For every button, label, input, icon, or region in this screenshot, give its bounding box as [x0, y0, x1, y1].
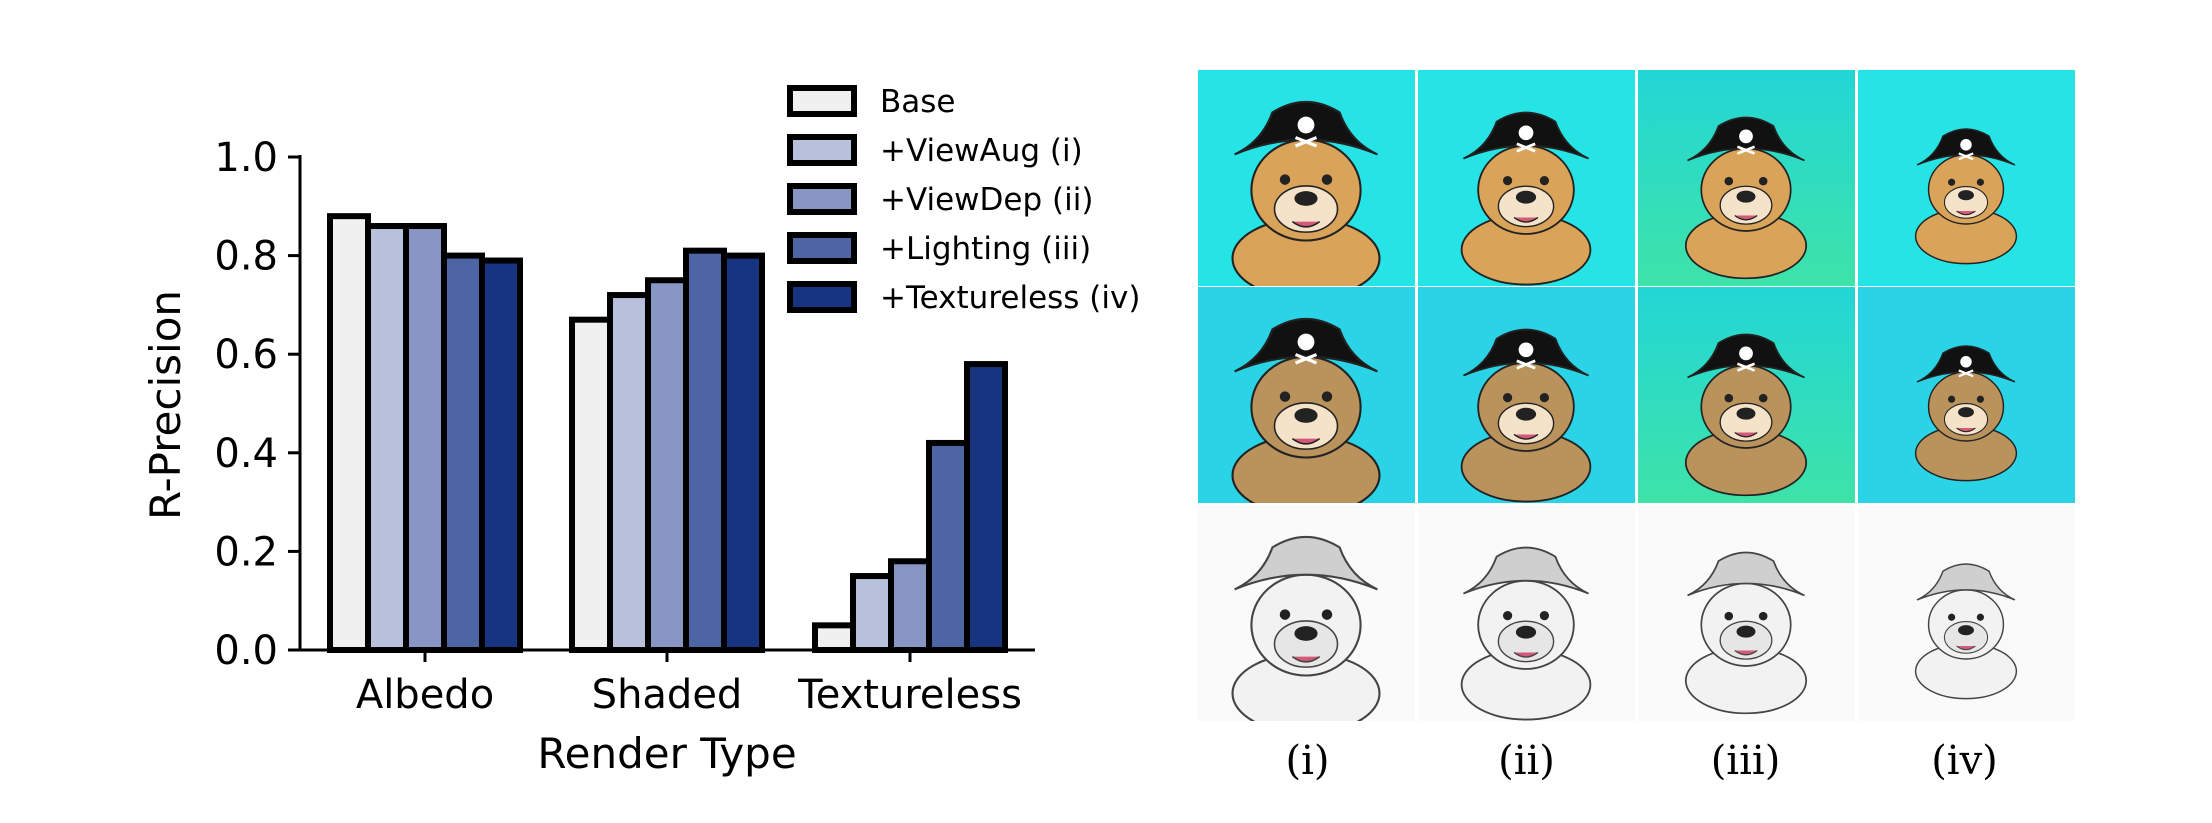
bulldog-pirate-render-icon [1914, 128, 2018, 265]
col-label-ii: (ii) [1498, 738, 1555, 784]
legend-label-2: +ViewDep (ii) [880, 182, 1093, 218]
textureless-render-icon [1231, 535, 1381, 721]
textureless-render-icon [1684, 551, 1808, 715]
bar-albedo-series-0 [327, 213, 371, 653]
render-cell-r2-c2 [1638, 505, 1855, 721]
render-cell-r1-c2 [1638, 287, 1855, 503]
bulldog-pirate-render-icon [1684, 333, 1808, 497]
legend-swatch-0 [787, 85, 857, 117]
col-label-iii: (iii) [1710, 738, 1781, 784]
y-tick-label: 0.8 [214, 234, 278, 280]
render-cell-r2-c1 [1418, 505, 1635, 721]
render-cell-r0-c0 [1198, 70, 1415, 286]
axes-group: 0.0 0.2 0.4 0.6 0.8 1.0 Albedo Shaded Textureles… [214, 135, 1035, 718]
y-tick-label: 0.2 [214, 529, 278, 575]
bar-shaded-series-4 [721, 252, 765, 653]
y-tick-label: 1.0 [214, 135, 278, 181]
bar-albedo-series-4 [479, 257, 523, 653]
bar-textureless-series-0 [812, 622, 856, 653]
bulldog-pirate-render-icon [1914, 345, 2018, 482]
x-tick-label-albedo: Albedo [356, 672, 494, 718]
y-tick-label: 0.0 [214, 628, 278, 674]
render-cell-r1-c3 [1858, 287, 2075, 503]
col-label-i: (i) [1285, 738, 1330, 784]
bar-textureless-series-1 [850, 573, 894, 653]
bar-shaded-series-2 [645, 277, 689, 653]
bar-textureless-series-3 [926, 439, 970, 653]
bulldog-pirate-render-icon [1684, 116, 1808, 280]
x-axis-title: Render Type [537, 729, 796, 778]
bar-albedo-series-3 [441, 252, 485, 653]
x-tick-label-textureless: Textureless [797, 672, 1022, 718]
render-cell-r0-c1 [1418, 70, 1635, 286]
bar-shaded-series-1 [607, 292, 651, 653]
bulldog-pirate-render-icon [1231, 317, 1381, 503]
legend-label-3: +Lighting (iii) [880, 231, 1091, 267]
x-tick-label-shaded: Shaded [592, 672, 743, 718]
legend-swatch-4 [787, 281, 857, 313]
legend-swatch-3 [787, 232, 857, 264]
legend-label-1: +ViewAug (i) [880, 133, 1083, 169]
legend: Base +ViewAug (i) +ViewDep (ii) +Lighting (… [787, 84, 1140, 316]
legend-label-0: Base [880, 84, 956, 120]
bar-textureless-series-2 [888, 558, 932, 654]
bar-chart: 0.0 0.2 0.4 0.6 0.8 1.0 Albedo Shaded Textureles… [141, 84, 1140, 778]
legend-label-4: +Textureless (iv) [880, 280, 1140, 316]
render-comparison-panel: (i) (ii) (iii) (iv) [1198, 70, 2075, 823]
render-cell-r0-c2 [1638, 70, 1855, 286]
render-cell-r1-c0 [1198, 287, 1415, 503]
bar-albedo-series-2 [403, 223, 447, 654]
legend-swatch-1 [787, 134, 857, 166]
render-cell-r1-c1 [1418, 287, 1635, 503]
bar-shaded-series-3 [683, 247, 727, 653]
render-cell-r2-c3 [1858, 505, 2075, 721]
render-cell-r0-c3 [1858, 70, 2075, 286]
y-tick-label: 0.6 [214, 332, 278, 378]
legend-swatch-2 [787, 183, 857, 215]
bulldog-pirate-render-icon [1231, 100, 1381, 286]
render-cell-r2-c0 [1198, 505, 1415, 721]
y-axis-title: R-Precision [141, 290, 190, 520]
col-label-iv: (iv) [1931, 738, 1998, 784]
bar-albedo-series-1 [365, 223, 409, 654]
bar-shaded-series-0 [569, 316, 613, 653]
bulldog-pirate-render-icon [1460, 111, 1592, 286]
bars-group [327, 213, 1008, 654]
textureless-render-icon [1460, 546, 1592, 721]
bar-textureless-series-4 [964, 361, 1008, 653]
textureless-render-icon [1914, 563, 2018, 700]
bulldog-pirate-render-icon [1460, 328, 1592, 503]
y-tick-label: 0.4 [214, 431, 278, 477]
